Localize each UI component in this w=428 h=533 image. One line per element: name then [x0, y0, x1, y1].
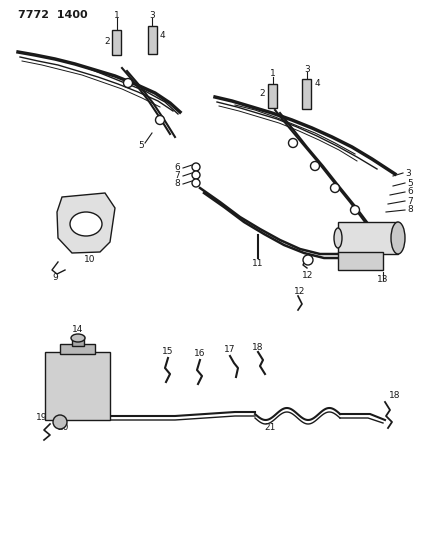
- Bar: [60, 344, 95, 354]
- Circle shape: [155, 116, 164, 125]
- Text: 12: 12: [294, 287, 306, 296]
- Text: 8: 8: [407, 206, 413, 214]
- Text: 5: 5: [138, 141, 144, 150]
- Text: 10: 10: [84, 255, 96, 264]
- Text: 2: 2: [104, 37, 110, 46]
- Text: 4: 4: [160, 31, 166, 41]
- Circle shape: [124, 78, 133, 87]
- Bar: [338, 252, 383, 270]
- Text: 15: 15: [162, 348, 174, 357]
- Text: 16: 16: [194, 350, 206, 359]
- Circle shape: [192, 171, 200, 179]
- Text: 11: 11: [252, 260, 264, 269]
- Circle shape: [310, 161, 319, 171]
- Text: 21: 21: [265, 424, 276, 432]
- Text: 1: 1: [270, 69, 276, 78]
- Bar: [338, 222, 398, 254]
- Bar: [148, 26, 157, 54]
- Text: 20: 20: [57, 424, 68, 432]
- Text: 19: 19: [36, 414, 48, 423]
- Ellipse shape: [71, 334, 85, 342]
- Text: 14: 14: [72, 326, 84, 335]
- Text: 1: 1: [114, 11, 120, 20]
- Text: 9: 9: [52, 272, 58, 281]
- Text: 8: 8: [174, 180, 180, 189]
- Bar: [302, 79, 311, 109]
- Text: 3: 3: [304, 64, 310, 74]
- Text: 6: 6: [174, 164, 180, 173]
- Bar: [45, 352, 110, 420]
- Text: 7772  1400: 7772 1400: [18, 10, 88, 20]
- Circle shape: [53, 415, 67, 429]
- Text: 4: 4: [315, 79, 321, 88]
- Ellipse shape: [334, 228, 342, 248]
- Text: 18: 18: [252, 343, 264, 351]
- Text: 18: 18: [389, 391, 401, 400]
- Circle shape: [303, 255, 313, 265]
- Text: 6: 6: [407, 188, 413, 197]
- Text: 12: 12: [302, 271, 314, 279]
- Ellipse shape: [391, 222, 405, 254]
- Polygon shape: [57, 193, 115, 253]
- Circle shape: [192, 179, 200, 187]
- Circle shape: [330, 183, 339, 192]
- Text: 2: 2: [259, 88, 265, 98]
- Circle shape: [288, 139, 297, 148]
- Text: 3: 3: [149, 11, 155, 20]
- Text: 5: 5: [407, 179, 413, 188]
- Bar: [112, 30, 121, 55]
- Circle shape: [368, 223, 377, 232]
- Text: 7: 7: [407, 197, 413, 206]
- Text: 3: 3: [405, 168, 411, 177]
- Bar: [72, 336, 84, 346]
- Ellipse shape: [70, 212, 102, 236]
- Circle shape: [351, 206, 360, 214]
- Text: 17: 17: [224, 345, 236, 354]
- Text: 13: 13: [377, 276, 389, 285]
- Text: 7: 7: [174, 172, 180, 181]
- Bar: [268, 84, 277, 108]
- Circle shape: [192, 163, 200, 171]
